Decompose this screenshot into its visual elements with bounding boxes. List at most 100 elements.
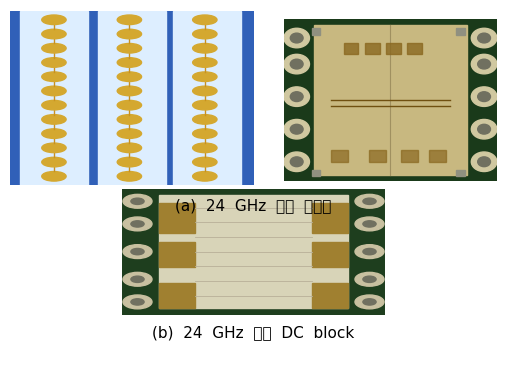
Circle shape [291,33,303,43]
Circle shape [131,221,144,227]
Bar [311,283,348,308]
Bar [456,28,465,35]
Ellipse shape [117,172,141,181]
Circle shape [355,217,384,231]
Circle shape [478,157,490,166]
Circle shape [291,92,303,101]
Bar [401,150,418,162]
Bar [456,170,465,176]
Circle shape [355,245,384,259]
Bar [314,25,467,175]
Circle shape [284,87,309,107]
Ellipse shape [42,58,66,67]
Ellipse shape [42,157,66,167]
Ellipse shape [42,115,66,124]
Ellipse shape [193,29,217,39]
Ellipse shape [42,129,66,138]
Ellipse shape [193,172,217,181]
Ellipse shape [117,115,141,124]
Ellipse shape [117,15,141,24]
Ellipse shape [117,29,141,39]
Bar [122,189,159,314]
Ellipse shape [42,29,66,39]
Ellipse shape [42,143,66,153]
Ellipse shape [193,58,217,67]
Ellipse shape [193,157,217,167]
Ellipse shape [117,143,141,153]
Circle shape [284,152,309,172]
Circle shape [478,59,490,69]
Ellipse shape [117,72,141,81]
Ellipse shape [117,157,141,167]
Bar [348,189,385,314]
Circle shape [291,157,303,166]
Circle shape [472,152,497,172]
Ellipse shape [42,72,66,81]
Ellipse shape [193,129,217,138]
Bar [159,283,196,308]
Circle shape [131,276,144,282]
Bar [311,202,348,233]
Circle shape [291,124,303,134]
Bar [365,43,380,54]
Circle shape [131,299,144,305]
Bar [331,150,348,162]
Bar [20,11,88,185]
Circle shape [363,198,376,205]
Circle shape [355,295,384,309]
Ellipse shape [193,115,217,124]
Ellipse shape [193,86,217,96]
Circle shape [472,120,497,139]
Ellipse shape [42,100,66,110]
Ellipse shape [117,43,141,53]
Circle shape [123,194,152,208]
Circle shape [363,221,376,227]
Ellipse shape [117,58,141,67]
Circle shape [123,245,152,259]
Circle shape [131,198,144,205]
Bar [312,170,320,176]
Bar [429,150,446,162]
Ellipse shape [117,129,141,138]
Circle shape [355,194,384,208]
Text: (a)  24  GHz  대역  안테나: (a) 24 GHz 대역 안테나 [175,198,332,213]
Bar [408,43,422,54]
Circle shape [478,33,490,43]
Ellipse shape [42,86,66,96]
Circle shape [284,54,309,74]
Bar [159,202,196,233]
Ellipse shape [117,86,141,96]
Bar [311,242,348,267]
Circle shape [363,299,376,305]
Ellipse shape [193,72,217,81]
Circle shape [284,120,309,139]
Circle shape [363,276,376,282]
Circle shape [363,249,376,255]
Circle shape [478,92,490,101]
Ellipse shape [42,172,66,181]
Circle shape [284,28,309,48]
Bar [312,28,320,35]
Ellipse shape [117,100,141,110]
Bar [386,43,401,54]
Circle shape [131,249,144,255]
Circle shape [123,295,152,309]
Circle shape [123,272,152,286]
Circle shape [123,217,152,231]
Ellipse shape [193,15,217,24]
Text: (b)  24  GHz  대역  DC  block: (b) 24 GHz 대역 DC block [153,326,354,340]
Bar [344,43,358,54]
Bar [173,11,241,185]
Circle shape [355,272,384,286]
Circle shape [472,28,497,48]
Ellipse shape [193,143,217,153]
Ellipse shape [42,15,66,24]
Bar [159,242,196,267]
Circle shape [472,54,497,74]
Bar [98,11,166,185]
Ellipse shape [193,43,217,53]
Bar [159,195,348,308]
Circle shape [291,59,303,69]
Bar [369,150,386,162]
Circle shape [472,87,497,107]
